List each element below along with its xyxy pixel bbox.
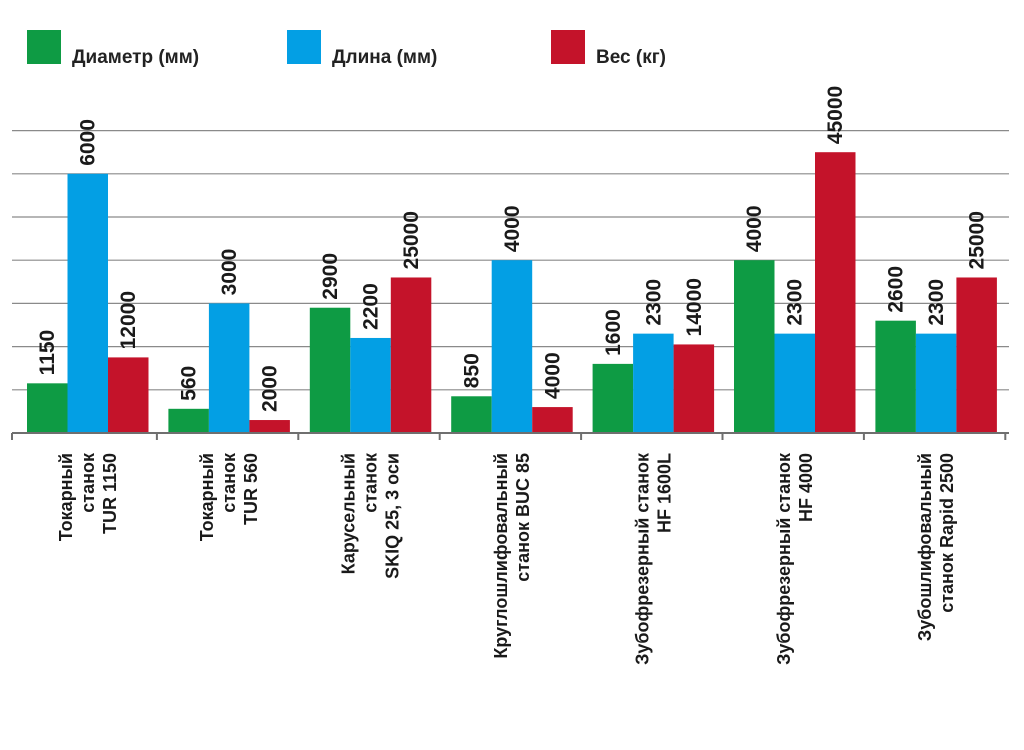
category-label-line: Карусельный	[339, 453, 359, 574]
bar-1-3	[309, 307, 351, 433]
category-label-line: HF 4000	[796, 453, 816, 522]
value-label-2-6: 2300	[784, 279, 807, 326]
category-label-2: Токарный станок TUR 560	[197, 452, 261, 541]
category-label-line: Зубошлифовальный	[915, 453, 935, 641]
bar-1-7	[875, 320, 916, 433]
value-label-2-2: 3000	[218, 249, 241, 296]
bar-1-5	[592, 363, 634, 433]
value-label-1-5: 1600	[602, 309, 625, 356]
legend-label-2: Длина (мм)	[332, 47, 437, 68]
bar-3-7	[956, 277, 997, 433]
bar-2-1	[67, 173, 108, 434]
legend-swatch-2	[287, 30, 321, 64]
bar-2-6	[774, 333, 815, 433]
value-label-1-2: 560	[178, 366, 201, 401]
value-label-3-4: 4000	[541, 352, 564, 399]
legend-swatch-1	[27, 30, 61, 64]
category-label-line: Токарный	[56, 453, 76, 541]
value-label-3-7: 25000	[966, 211, 989, 269]
value-label-3-5: 14000	[683, 278, 706, 336]
value-label-2-4: 4000	[501, 205, 524, 252]
value-label-2-7: 2300	[925, 279, 948, 326]
value-label-1-7: 2600	[885, 266, 908, 313]
bar-2-5	[633, 333, 674, 433]
bar-2-3	[350, 337, 391, 433]
bar-1-4	[451, 396, 492, 433]
legend-label-3: Вес (кг)	[596, 47, 666, 68]
legend: Диаметр (мм) Длина (мм) Вес (кг)	[27, 30, 666, 68]
category-label-line: станок	[219, 452, 239, 513]
value-label-1-4: 850	[460, 353, 483, 388]
bar-2-4	[491, 260, 533, 433]
category-label-line: Токарный	[197, 453, 217, 541]
bar-1-6	[734, 260, 775, 433]
bar-3-3	[390, 277, 432, 433]
category-label-line: Зубофрезерный станок	[632, 452, 652, 665]
value-label-2-5: 2300	[642, 279, 665, 326]
category-label-7: Зубошлифовальный станок Rapid 2500	[915, 453, 957, 641]
bar-3-6	[815, 152, 856, 433]
bar-2-2	[208, 303, 250, 433]
bar-1-2	[168, 408, 209, 433]
value-label-3-2: 2000	[259, 365, 282, 412]
category-label-line: SKIQ 25, 3 оси	[383, 453, 403, 579]
category-label-line: TUR 560	[241, 453, 261, 525]
bar-3-2	[249, 420, 290, 433]
bars	[27, 152, 997, 434]
legend-label-1: Диаметр (мм)	[72, 47, 199, 68]
category-label-line: станок	[361, 452, 381, 513]
category-label-1: Токарный станок TUR 1150	[56, 452, 120, 541]
category-label-line: Зубофрезерный станок	[774, 452, 794, 665]
bar-3-5	[673, 344, 715, 433]
value-labels: 1150 6000 12000 560 3000 2000 2900 2200 25000 850…	[36, 86, 988, 412]
category-label-line: TUR 1150	[100, 453, 120, 534]
value-label-1-1: 1150	[36, 330, 59, 376]
bar-2-7	[915, 333, 957, 433]
category-label-line: станок BUC 85	[513, 453, 533, 582]
category-label-line: Круглошлифовальный	[491, 453, 511, 659]
value-label-2-3: 2200	[360, 283, 383, 330]
value-label-3-1: 12000	[117, 291, 140, 349]
value-label-3-3: 25000	[400, 211, 423, 269]
category-label-line: станок	[78, 452, 98, 513]
legend-swatch-3	[551, 30, 585, 64]
category-label-line: станок Rapid 2500	[937, 453, 957, 613]
category-label-6: Зубофрезерный станок HF 4000	[774, 452, 816, 665]
value-label-2-1: 6000	[77, 119, 100, 166]
value-label-1-3: 2900	[319, 253, 342, 300]
category-label-3: Карусельный станок SKIQ 25, 3 оси	[339, 452, 403, 579]
category-label-5: Зубофрезерный станок HF 1600L	[632, 452, 674, 665]
bar-3-1	[108, 357, 149, 433]
x-axis	[11, 432, 1009, 440]
bar-3-4	[532, 407, 573, 433]
category-label-line: HF 1600L	[654, 453, 674, 533]
value-label-3-6: 45000	[824, 86, 847, 144]
value-label-1-6: 4000	[743, 205, 766, 252]
category-label-4: Круглошлифовальный станок BUC 85	[491, 453, 533, 659]
category-labels: Токарный станок TUR 1150 Токарный станок TUR …	[56, 452, 957, 665]
bar-1-1	[27, 383, 68, 433]
